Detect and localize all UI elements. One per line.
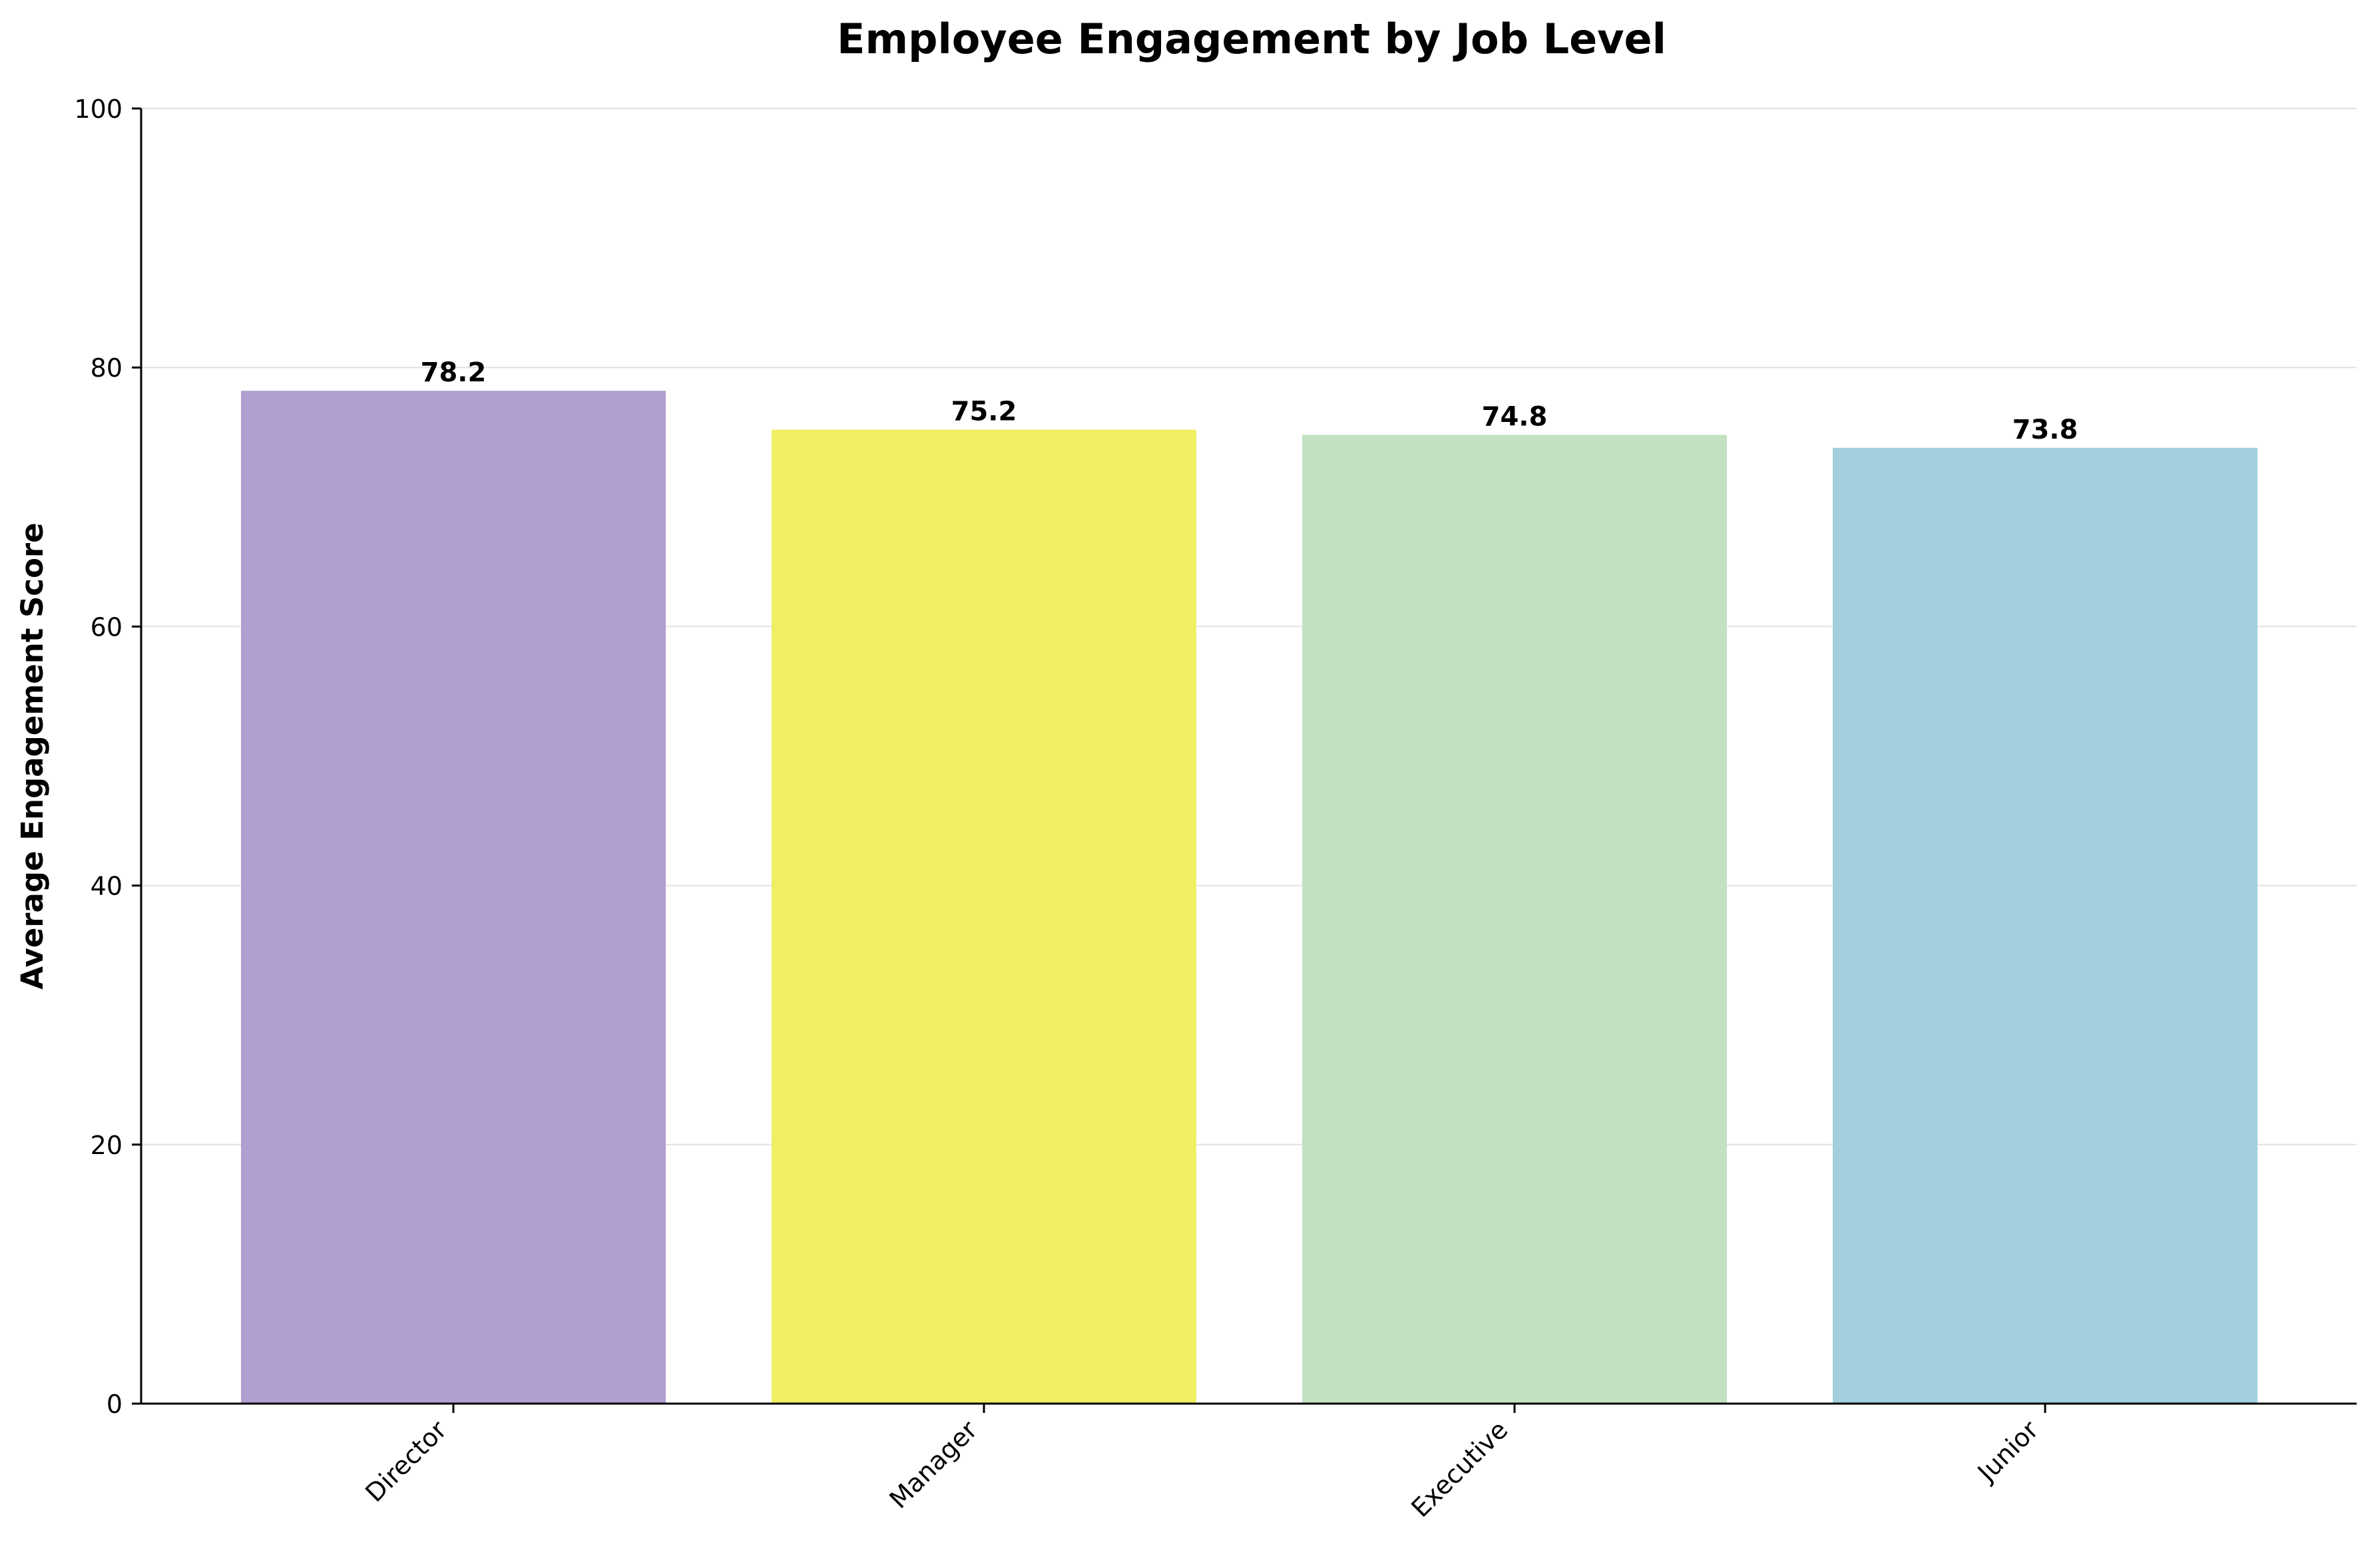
y-tick-label: 40: [91, 872, 122, 901]
data-labels: 78.2 75.2 74.8 73.8: [421, 357, 2078, 445]
bar-executive: [1302, 435, 1727, 1404]
y-tick-label: 20: [91, 1131, 122, 1160]
chart-title: Employee Engagement by Job Level: [837, 15, 1666, 63]
x-axis-ticks: Director Manager Executive Junior: [359, 1404, 2046, 1523]
data-label-manager: 75.2: [951, 397, 1017, 427]
bar-director: [241, 391, 666, 1404]
x-tick-label-junior: Junior: [1971, 1415, 2044, 1488]
y-tick-label: 60: [91, 612, 122, 642]
data-label-director: 78.2: [421, 357, 487, 388]
x-tick-label-executive: Executive: [1405, 1415, 1513, 1523]
data-label-executive: 74.8: [1482, 401, 1548, 432]
x-tick-label-manager: Manager: [883, 1415, 983, 1514]
y-axis-ticks: 0 20 40 60 80 100: [74, 95, 141, 1419]
bar-junior: [1833, 447, 2257, 1404]
x-tick-label-director: Director: [359, 1415, 452, 1507]
y-axis-label: Average Engagement Score: [15, 522, 50, 989]
y-tick-label: 80: [91, 353, 122, 383]
data-label-junior: 73.8: [2013, 415, 2078, 445]
bar-manager: [772, 429, 1196, 1404]
y-tick-label: 0: [107, 1390, 122, 1419]
bars: [241, 391, 2257, 1404]
y-tick-label: 100: [74, 95, 122, 124]
